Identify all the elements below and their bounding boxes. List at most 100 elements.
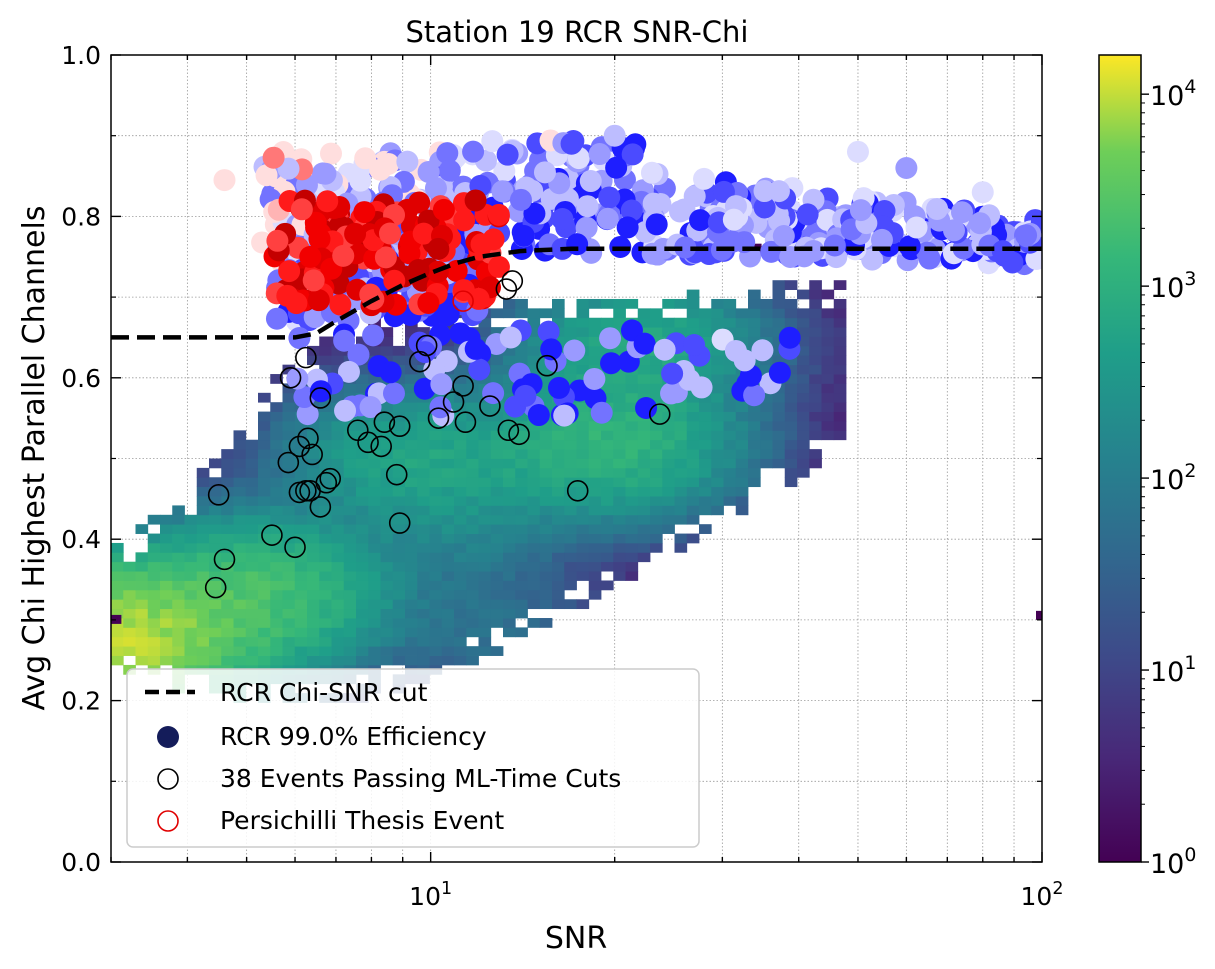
cut-line — [111, 246, 1042, 340]
histogram-bin — [221, 477, 234, 488]
ml-time-event-marker — [373, 411, 396, 433]
histogram-bin — [797, 439, 810, 450]
histogram-bin — [380, 552, 394, 563]
histogram-bin — [662, 411, 675, 422]
efficiency-point — [449, 322, 472, 345]
histogram-bin — [723, 364, 737, 375]
histogram-bin — [490, 496, 504, 506]
histogram-bin — [441, 439, 455, 450]
histogram-bin — [821, 308, 835, 319]
histogram-bin — [503, 374, 516, 384]
histogram-bin — [821, 402, 835, 412]
histogram-bin — [503, 542, 516, 553]
histogram-bin — [809, 364, 822, 375]
histogram-bin — [307, 420, 320, 431]
histogram-bin — [650, 308, 663, 319]
efficiency-point — [334, 399, 357, 422]
histogram-bin — [552, 505, 565, 516]
histogram-bin — [441, 627, 455, 638]
histogram-bin — [209, 477, 222, 488]
histogram-bin — [380, 580, 394, 591]
histogram-bin — [319, 552, 332, 563]
histogram-bin — [552, 524, 565, 534]
histogram-bin — [601, 317, 614, 328]
histogram-bin — [356, 599, 369, 610]
histogram-bin — [356, 505, 369, 516]
histogram-bin — [147, 571, 161, 581]
histogram-bin — [650, 327, 663, 337]
histogram-bin — [760, 327, 773, 337]
histogram-bin — [282, 580, 296, 591]
histogram-bin — [478, 327, 492, 337]
histogram-bin — [478, 618, 492, 628]
histogram-bin — [429, 467, 443, 478]
histogram-bin — [784, 317, 798, 328]
histogram-bin — [160, 618, 173, 628]
histogram-bin — [331, 420, 345, 431]
histogram-bin — [674, 317, 688, 328]
histogram-bin — [735, 336, 749, 347]
efficiency-point — [683, 334, 706, 357]
histogram-bin — [454, 477, 467, 488]
efficiency-point — [660, 382, 683, 405]
histogram-bin — [233, 533, 247, 544]
histogram-bin — [613, 411, 626, 422]
ml-time-event-marker — [501, 270, 524, 292]
histogram-bin — [478, 496, 492, 506]
histogram-bin — [527, 449, 541, 459]
histogram-bin — [539, 364, 553, 375]
efficiency-point — [374, 246, 397, 269]
histogram-bin — [294, 589, 308, 600]
histogram-bin — [576, 308, 590, 319]
histogram-bin — [625, 477, 639, 488]
histogram-bin — [417, 552, 430, 563]
histogram-bin — [282, 618, 296, 628]
histogram-bin — [172, 561, 185, 572]
histogram-bin — [748, 420, 761, 431]
histogram-bin — [245, 467, 259, 478]
histogram-bin — [356, 420, 369, 431]
histogram-bin — [111, 552, 124, 563]
histogram-bin — [160, 542, 173, 553]
histogram-bin — [160, 627, 173, 638]
histogram-bin — [282, 655, 296, 666]
histogram-bin — [221, 646, 234, 656]
histogram-bin — [748, 449, 761, 459]
histogram-bin — [588, 552, 602, 563]
histogram-bin — [356, 646, 369, 656]
histogram-bin — [821, 289, 835, 300]
histogram-bin — [258, 608, 271, 619]
efficiency-point — [286, 367, 309, 390]
efficiency-point — [950, 201, 973, 224]
efficiency-point — [689, 209, 712, 232]
histogram-bin — [576, 505, 590, 516]
histogram-bin — [723, 449, 737, 459]
efficiency-point — [772, 225, 795, 248]
histogram-bin — [784, 355, 798, 366]
histogram-bin — [552, 533, 565, 544]
histogram-bin — [392, 618, 406, 628]
histogram-bin — [441, 458, 455, 469]
histogram-bin — [748, 402, 761, 412]
histogram-bin — [637, 430, 651, 441]
histogram-bin — [613, 514, 626, 525]
histogram-bin — [135, 571, 149, 581]
histogram-bin — [331, 392, 345, 403]
histogram-bin — [441, 449, 455, 459]
histogram-bin — [784, 430, 798, 441]
histogram-bin — [613, 552, 626, 563]
histogram-bin — [380, 420, 394, 431]
histogram-bin — [821, 355, 835, 366]
efficiency-point — [514, 384, 537, 407]
histogram-bin — [797, 364, 810, 375]
histogram-bin — [405, 467, 418, 478]
histogram-bin — [307, 655, 320, 666]
histogram-bin — [809, 458, 822, 469]
histogram-bin — [650, 542, 663, 553]
histogram-bin — [686, 411, 700, 422]
histogram-bin — [674, 420, 688, 431]
histogram-bin — [441, 589, 455, 600]
histogram-bin — [478, 542, 492, 553]
histogram-bin — [319, 580, 332, 591]
histogram-bin — [405, 364, 418, 375]
